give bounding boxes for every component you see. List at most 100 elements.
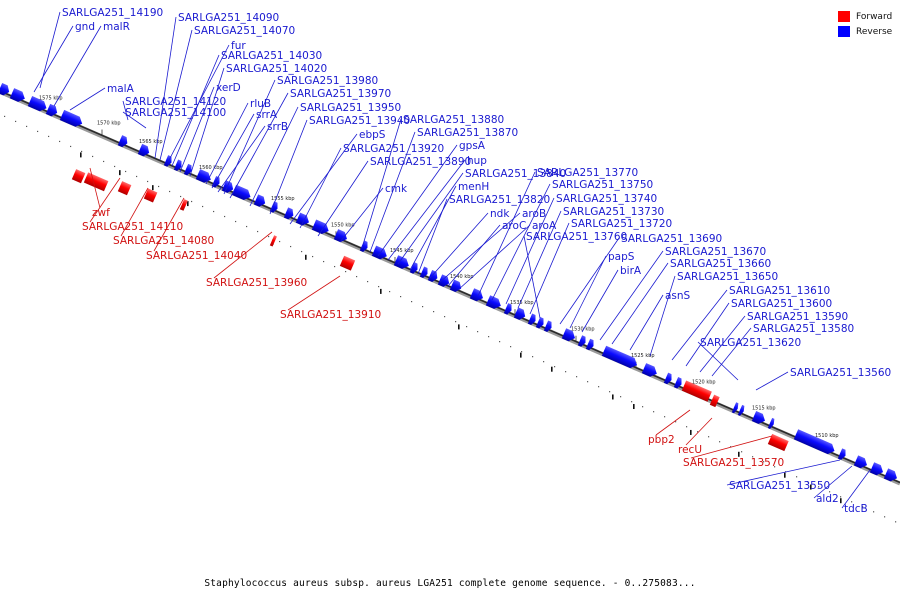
reverse-gene [869, 462, 884, 476]
kbp-label: 1575 kbp [39, 95, 63, 101]
leader-line [122, 100, 129, 121]
gene-label-SARLGA251_13560: SARLGA251_13560 [790, 367, 891, 379]
leader-line [33, 25, 74, 93]
reverse-gene [359, 240, 368, 252]
track-dot [246, 225, 248, 228]
leader-line [122, 111, 147, 129]
track-dot [477, 331, 479, 333]
track-dot [686, 426, 688, 428]
gene-label-SARLGA251_13660: SARLGA251_13660 [670, 258, 771, 270]
gene-features [0, 82, 898, 482]
forward-gene [71, 169, 86, 184]
leader-line [697, 341, 739, 381]
leader-line [671, 289, 728, 361]
track-dot [631, 401, 633, 403]
track-dot [356, 275, 358, 278]
track-dot [191, 200, 193, 203]
leader-line [726, 459, 841, 486]
track-dot [895, 521, 897, 523]
leader-line [223, 79, 276, 195]
gene-label-SARLGA251_13620: SARLGA251_13620 [700, 337, 801, 349]
track-dot [576, 376, 578, 378]
leader-line [611, 262, 669, 345]
leader-line [153, 197, 185, 252]
track-dot [642, 406, 644, 408]
leader-line [755, 371, 789, 391]
reverse-gene [853, 455, 868, 469]
reverse-gene [793, 429, 835, 455]
track-dot [257, 230, 259, 233]
gene-label-zwf: zwf [92, 207, 110, 219]
gene-label-menH: menH [458, 181, 489, 193]
gene-label-SARLGA251_13970: SARLGA251_13970 [290, 88, 391, 100]
leader-line [629, 294, 664, 351]
leader-line [213, 231, 273, 279]
gene-label-SARLGA251_13950: SARLGA251_13950 [300, 102, 401, 114]
track-dot [312, 255, 314, 258]
track-dot [433, 311, 435, 313]
track-dot [763, 461, 765, 463]
gene-label-aroB: aroB [522, 208, 546, 220]
track-tick [458, 324, 460, 330]
forward-gene [709, 394, 720, 408]
leader-line [711, 327, 752, 377]
gene-label-SARLGA251_14070: SARLGA251_14070 [194, 25, 295, 37]
reverse-gene [485, 295, 501, 309]
track-dot [422, 306, 424, 308]
gene-label-ald2: ald2 [816, 493, 839, 505]
gene-label-SARLGA251_13690: SARLGA251_13690 [621, 233, 722, 245]
track-tick [187, 201, 189, 207]
track-dot [235, 220, 237, 223]
forward-gene [83, 172, 109, 192]
reverse-gene [883, 468, 898, 482]
track-dot [400, 296, 402, 298]
track-tick [784, 472, 786, 478]
kbp-label: 1535 kbp [510, 300, 534, 306]
gene-label-srrB: srrB [267, 121, 288, 133]
gene-label-malR: malR [103, 21, 130, 33]
reverse-gene [295, 212, 310, 226]
track-dot [136, 175, 138, 178]
track-dot [796, 476, 798, 478]
track-dot [664, 416, 666, 418]
leader-line [447, 224, 501, 287]
gene-label-SARLGA251_13880: SARLGA251_13880 [403, 114, 504, 126]
track-dot [301, 250, 303, 253]
leader-line [189, 67, 225, 177]
reverse-gene [163, 155, 172, 167]
reverse-gene [311, 219, 329, 235]
forward-gene [117, 181, 132, 196]
legend-item-forward: Forward [838, 9, 892, 24]
leader-line [53, 25, 102, 107]
gene-label-SARLGA251_13610: SARLGA251_13610 [729, 285, 830, 297]
reverse-gene [409, 262, 418, 274]
leader-line [685, 417, 713, 446]
track-dot [37, 130, 39, 133]
gene-label-malA: malA [107, 83, 135, 95]
leader-line [69, 87, 106, 111]
legend-label: Reverse [856, 26, 893, 37]
gene-label-ndk: ndk [490, 208, 510, 220]
leader-line [569, 255, 607, 329]
reverse-gene [59, 109, 83, 127]
track-dot [59, 140, 61, 143]
leader-line [89, 167, 101, 209]
track-dot [268, 235, 270, 238]
gene-label-gpsA: gpsA [459, 140, 486, 152]
reverse-gene [601, 345, 638, 369]
gene-label-asnS: asnS [665, 290, 691, 302]
reverse-gene [195, 169, 211, 183]
track-dot [851, 501, 853, 503]
gene-label-SARLGA251_13890: SARLGA251_13890 [370, 156, 471, 168]
leader-line [269, 119, 308, 215]
leader-line [369, 131, 416, 253]
track-dot [367, 280, 369, 283]
map-caption: Staphylococcus aureus subsp. aureus LGA2… [204, 578, 696, 589]
track-dot [609, 391, 611, 393]
leader-line [581, 269, 619, 333]
track-dot [213, 210, 215, 213]
leader-line [205, 102, 249, 185]
gene-label-rluB: rluB [250, 98, 271, 110]
leader-line [361, 118, 402, 249]
gene-label-SARLGA251_13720: SARLGA251_13720 [571, 218, 672, 230]
